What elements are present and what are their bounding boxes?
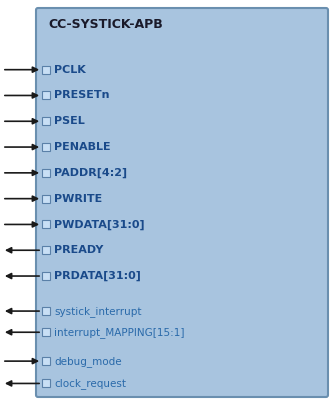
Text: PREADY: PREADY bbox=[54, 245, 104, 255]
Text: PWDATA[31:0]: PWDATA[31:0] bbox=[54, 219, 145, 230]
Text: PADDR[4:2]: PADDR[4:2] bbox=[54, 168, 127, 178]
Bar bbox=[42, 117, 50, 125]
Bar bbox=[42, 92, 50, 100]
Bar bbox=[42, 357, 50, 365]
Bar bbox=[42, 195, 50, 203]
Bar bbox=[42, 328, 50, 336]
Text: clock_request: clock_request bbox=[54, 378, 126, 389]
Bar bbox=[42, 246, 50, 254]
Bar bbox=[42, 169, 50, 177]
Text: interrupt_MAPPING[15:1]: interrupt_MAPPING[15:1] bbox=[54, 327, 184, 338]
Text: debug_mode: debug_mode bbox=[54, 356, 122, 366]
Text: PWRITE: PWRITE bbox=[54, 194, 102, 204]
Bar bbox=[42, 307, 50, 315]
Bar bbox=[42, 66, 50, 74]
Bar bbox=[42, 272, 50, 280]
Text: PENABLE: PENABLE bbox=[54, 142, 111, 152]
Bar bbox=[42, 143, 50, 151]
Bar bbox=[42, 380, 50, 388]
Bar bbox=[42, 220, 50, 228]
Text: PCLK: PCLK bbox=[54, 65, 86, 75]
Text: systick_interrupt: systick_interrupt bbox=[54, 306, 142, 316]
Text: PSEL: PSEL bbox=[54, 116, 85, 126]
Text: CC-SYSTICK-APB: CC-SYSTICK-APB bbox=[48, 18, 163, 31]
FancyBboxPatch shape bbox=[36, 8, 328, 397]
Text: PRDATA[31:0]: PRDATA[31:0] bbox=[54, 271, 141, 281]
Text: PRESETn: PRESETn bbox=[54, 90, 110, 100]
